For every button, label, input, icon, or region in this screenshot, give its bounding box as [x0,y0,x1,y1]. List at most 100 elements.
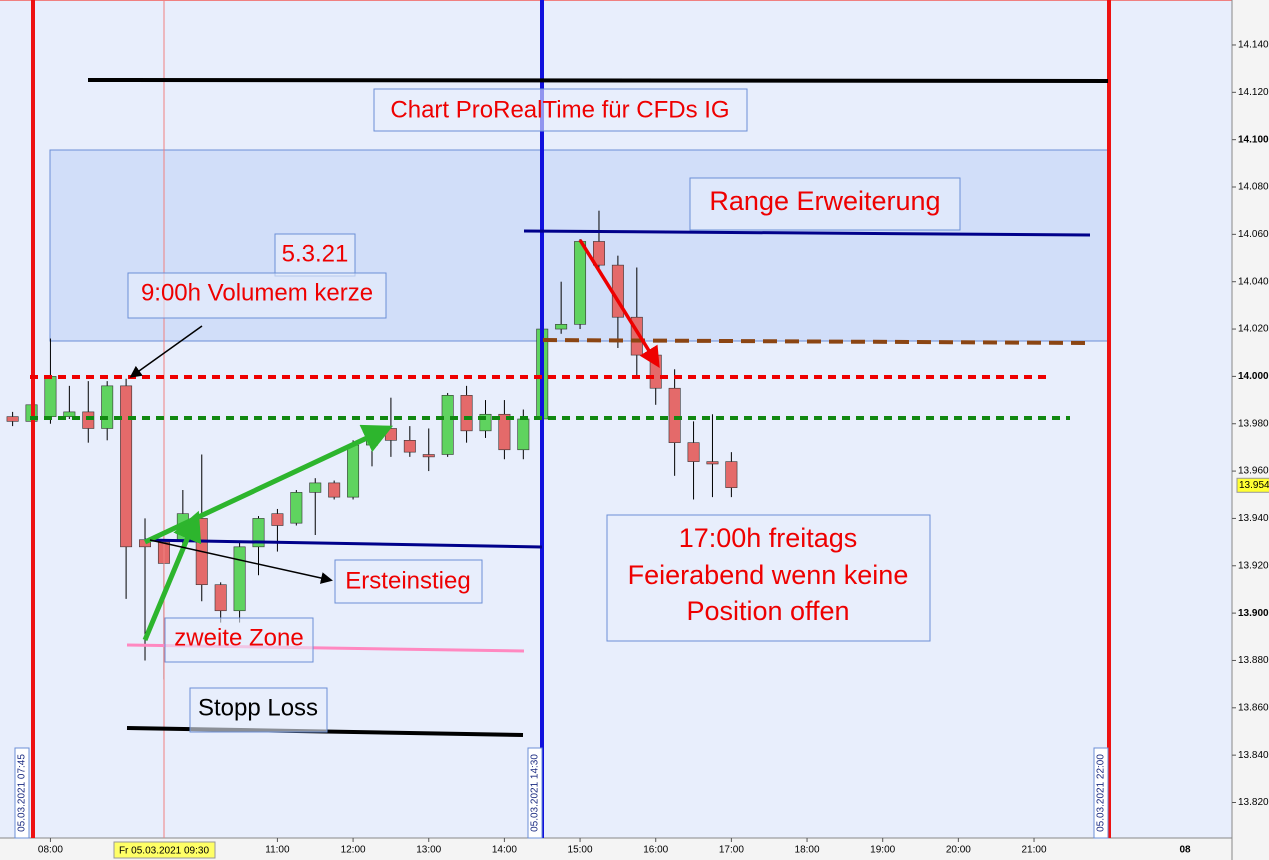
candle-body [366,440,378,446]
x-axis-area [0,838,1232,860]
annotation: 9:00h Volumem kerze [141,279,373,306]
candle-body [328,482,341,498]
vline-label: 05.03.2021 14:30 [530,754,541,832]
annotation: zweite Zone [174,624,303,651]
candles [6,210,738,680]
vline-label-box [527,747,543,839]
annotation: Chart ProRealTime für CFDs IG [390,96,729,123]
x-tick-label: 20:00 [946,845,971,856]
arrow [142,510,202,641]
candle-body [252,518,265,548]
y-tick-label: 13.880 [1238,655,1269,666]
candle-body [517,418,530,451]
arrow [149,539,333,584]
arrow [129,325,203,378]
top-level-line [87,78,1109,83]
candle-body [441,395,454,455]
x-tick-label: 08 [1179,845,1191,856]
range-high-line [523,229,1091,237]
annotation: Position offen [686,596,849,626]
y-tick-label: 13.920 [1238,560,1269,571]
last-price-label: 13.954 [1239,480,1269,491]
candle-body [271,513,284,526]
annotation-box [189,687,328,733]
y-tick-label: 14.000 [1238,371,1269,382]
annotation: 17:00h freitags [679,523,858,553]
vline-labels: 05.03.2021 07:45 05.03.2021 14:30 05.03.… [14,747,1109,839]
candle-body [347,444,360,498]
candle-body [63,411,76,417]
vline-label: 05.03.2021 22:00 [1096,754,1107,832]
annotation: Ersteinstieg [345,567,470,594]
cursor-label: Fr 05.03.2021 09:30 [119,846,210,857]
vline-label-box [14,747,30,839]
candle-body [233,546,246,612]
y-tick-label: 14.100 [1238,134,1269,145]
candle-body [384,428,397,441]
annotation-box [373,88,748,132]
annotation-box [127,272,387,319]
candle-body [422,454,435,458]
candle-body [44,376,57,417]
x-tick-label: 19:00 [870,845,895,856]
candle-body [6,416,19,422]
candle-body [403,440,416,453]
annotation-box [274,233,356,277]
candle-body [460,395,473,432]
y-tick-label: 14.140 [1238,40,1269,51]
x-tick-label: 14:00 [492,845,517,856]
y-tick-label: 13.960 [1238,466,1269,477]
annotation: Range Erweiterung [709,186,940,216]
y-tick-label: 13.940 [1238,513,1269,524]
brown-level-line [542,338,1091,345]
annotation-box [334,559,483,604]
candle-body [101,385,114,429]
candle-body [82,411,95,429]
y-tick-label: 14.020 [1238,324,1269,335]
candle-body [555,324,568,330]
x-tick-label: 17:00 [719,845,744,856]
y-tick-label: 14.120 [1238,87,1269,98]
annotation-box [606,514,931,642]
arrow [578,239,660,368]
annotations: Chart ProRealTime für CFDs IG Range Erwe… [127,88,961,733]
x-tick-label: 16:00 [643,845,668,856]
candle-body [309,482,322,493]
vline-label-box [1093,747,1109,839]
candle-body [498,413,511,451]
x-tick-label: 15:00 [568,845,593,856]
candle-body [593,241,605,266]
x-tick-label: 08:00 [38,845,63,856]
y-tick-label: 13.820 [1238,797,1269,808]
x-tick-label: 11:00 [265,845,290,856]
candle-body [574,241,587,325]
x-tick-label: 12:00 [341,845,366,856]
y-tick-label: 13.900 [1238,608,1269,619]
vline-label: 05.03.2021 07:45 [17,754,28,832]
candle-body [630,316,643,356]
annotation-box [689,177,961,231]
last-price-box [1236,477,1269,493]
candle-body [214,584,227,612]
y-tick-label: 14.040 [1238,276,1269,287]
y-tick-label: 13.980 [1238,418,1269,429]
y-axis-area [1232,0,1269,860]
annotation: Feierabend wenn keine [628,560,909,590]
candle-body [706,461,719,465]
low-level-line [144,538,543,549]
y-tick-label: 14.060 [1238,229,1269,240]
x-tick-label: 21:00 [1022,845,1047,856]
y-tick-label: 13.860 [1238,702,1269,713]
x-tick-label: 13:00 [416,845,441,856]
y-tick-label: 13.840 [1238,750,1269,761]
candle-body [687,442,700,462]
x-tick-label: 18:00 [795,845,820,856]
candle-body [290,492,303,524]
candle-body [668,387,681,443]
annotation: Stopp Loss [198,694,318,721]
candle-body [479,413,492,432]
cursor-label-box [113,841,216,859]
arrow [143,424,394,545]
